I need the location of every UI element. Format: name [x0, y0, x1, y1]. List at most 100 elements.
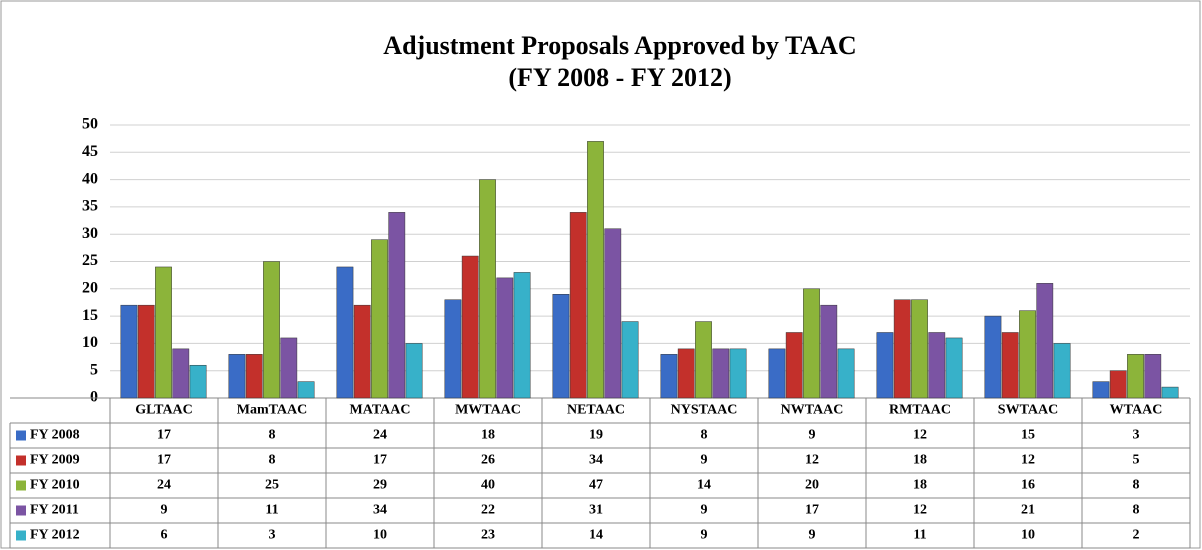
- legend-label: FY 2011: [30, 503, 79, 518]
- table-cell: 3: [269, 528, 276, 543]
- table-cell: 8: [269, 428, 276, 443]
- table-cell: 12: [913, 503, 927, 518]
- y-tick-label: 25: [82, 252, 98, 269]
- table-cell: 16: [1021, 478, 1035, 493]
- bar: [820, 304, 838, 399]
- legend-label: FY 2009: [30, 453, 80, 468]
- table-cell: 31: [589, 503, 603, 518]
- legend-swatch: [16, 480, 26, 491]
- table-cell: 18: [481, 428, 495, 443]
- table-cell: 19: [589, 428, 603, 443]
- table-cell: 15: [1021, 428, 1035, 443]
- table-cell: 14: [697, 478, 711, 493]
- table-cell: 22: [481, 503, 495, 518]
- table-cell: 24: [157, 478, 171, 493]
- bar: [336, 266, 354, 399]
- bar: [120, 304, 138, 399]
- y-tick-label: 20: [82, 279, 98, 296]
- table-cell: 8: [701, 428, 708, 443]
- table-cell: 14: [589, 528, 603, 543]
- table-cell: 9: [701, 503, 708, 518]
- bar: [155, 266, 172, 399]
- table-cell: 20: [805, 478, 819, 493]
- legend-swatch: [16, 430, 26, 441]
- table-cell: 34: [589, 453, 603, 468]
- bar: [189, 364, 207, 399]
- bar: [388, 212, 406, 399]
- bar: [695, 321, 712, 399]
- table-cell: 9: [701, 453, 708, 468]
- bar: [1161, 386, 1179, 399]
- bar: [1019, 310, 1036, 399]
- table-cell: 8: [1133, 503, 1140, 518]
- table-cell: 18: [913, 453, 927, 468]
- bar: [604, 228, 622, 399]
- bar: [371, 239, 388, 399]
- bar: [712, 348, 730, 399]
- table-cell: 17: [805, 503, 819, 518]
- bar: [587, 141, 604, 399]
- table-cell: 18: [913, 478, 927, 493]
- bar: [911, 299, 928, 399]
- table-cell: 23: [481, 528, 495, 543]
- legend-swatch: [16, 530, 26, 541]
- table-cell: 10: [1021, 528, 1035, 543]
- table-cell: 17: [157, 453, 171, 468]
- bar: [552, 294, 570, 399]
- bar: [803, 288, 820, 399]
- bar: [228, 354, 246, 399]
- bar: [479, 179, 496, 399]
- table-cell: 21: [1021, 503, 1035, 518]
- bar: [280, 337, 298, 399]
- x-tick-label: MATAAC: [350, 403, 411, 418]
- table-cell: 25: [265, 478, 279, 493]
- table-cell: 2: [1133, 528, 1140, 543]
- table-cell: 17: [157, 428, 171, 443]
- x-tick-label: RMTAAC: [889, 403, 951, 418]
- bar: [496, 277, 514, 399]
- bar: [172, 348, 190, 399]
- bar: [837, 348, 855, 399]
- bar: [1036, 283, 1054, 399]
- bar: [444, 299, 462, 399]
- table-cell: 8: [269, 453, 276, 468]
- y-tick-label: 5: [90, 361, 98, 378]
- table-cell: 8: [1133, 478, 1140, 493]
- bar: [263, 261, 280, 399]
- table-cell: 5: [1133, 453, 1140, 468]
- bar: [876, 332, 894, 399]
- table-cell: 3: [1133, 428, 1140, 443]
- table-cell: 9: [161, 503, 168, 518]
- table-cell: 40: [481, 478, 495, 493]
- table-cell: 12: [805, 453, 819, 468]
- bar: [1109, 370, 1127, 399]
- table-cell: 10: [373, 528, 387, 543]
- bar: [353, 304, 371, 399]
- y-tick-label: 15: [82, 307, 98, 324]
- bar: [245, 354, 263, 399]
- bar: [984, 315, 1002, 399]
- table-cell: 11: [265, 503, 278, 518]
- y-tick-label: 35: [82, 198, 98, 215]
- table-cell: 24: [373, 428, 387, 443]
- bar: [729, 348, 747, 399]
- x-tick-label: NYSTAAC: [671, 403, 738, 418]
- legend-swatch: [16, 455, 26, 466]
- bar: [785, 332, 803, 399]
- bar: [945, 337, 963, 399]
- bar: [513, 272, 531, 399]
- table-cell: 47: [589, 478, 603, 493]
- table-cell: 12: [913, 428, 927, 443]
- x-tick-label: NETAAC: [567, 403, 625, 418]
- bar: [1001, 332, 1019, 399]
- y-tick-label: 30: [82, 225, 98, 242]
- chart-title: Adjustment Proposals Approved by TAAC: [383, 31, 856, 60]
- x-tick-label: SWTAAC: [998, 403, 1058, 418]
- bar: [768, 348, 786, 399]
- x-tick-label: NWTAAC: [781, 403, 844, 418]
- bar: [1053, 343, 1071, 399]
- table-cell: 6: [161, 528, 168, 543]
- table-cell: 9: [809, 428, 816, 443]
- bar: [137, 304, 155, 399]
